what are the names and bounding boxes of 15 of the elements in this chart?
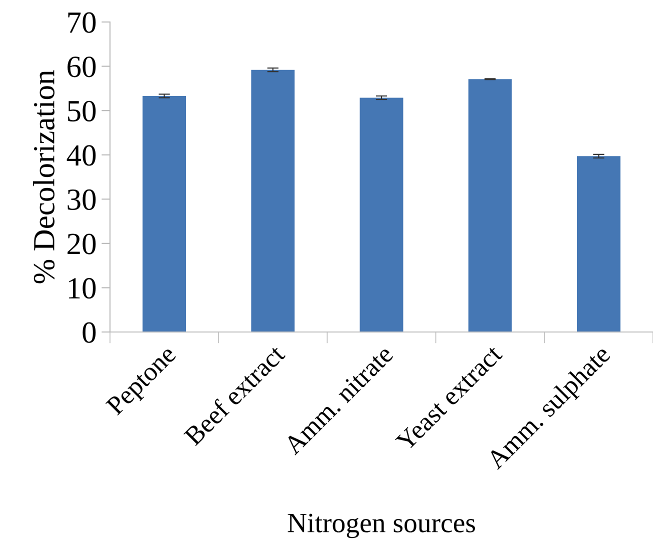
y-tick-label: 40 (66, 145, 96, 166)
y-tick-label: 60 (68, 56, 96, 78)
bar (468, 79, 512, 332)
y-tick-label: 70 (68, 12, 96, 33)
bar (251, 70, 295, 332)
y-tick-label: 50 (68, 100, 96, 122)
y-tick-label: 10 (68, 278, 96, 299)
y-tick-label: 20 (68, 234, 96, 254)
y-tick-label: 0 (82, 322, 96, 343)
x-axis-title: Nitrogen sources (288, 514, 475, 538)
y-axis-title: % Decolorization (32, 70, 55, 284)
bar (142, 96, 186, 332)
y-tick-label: 30 (68, 189, 96, 210)
bar (360, 98, 404, 332)
bar (576, 156, 620, 332)
